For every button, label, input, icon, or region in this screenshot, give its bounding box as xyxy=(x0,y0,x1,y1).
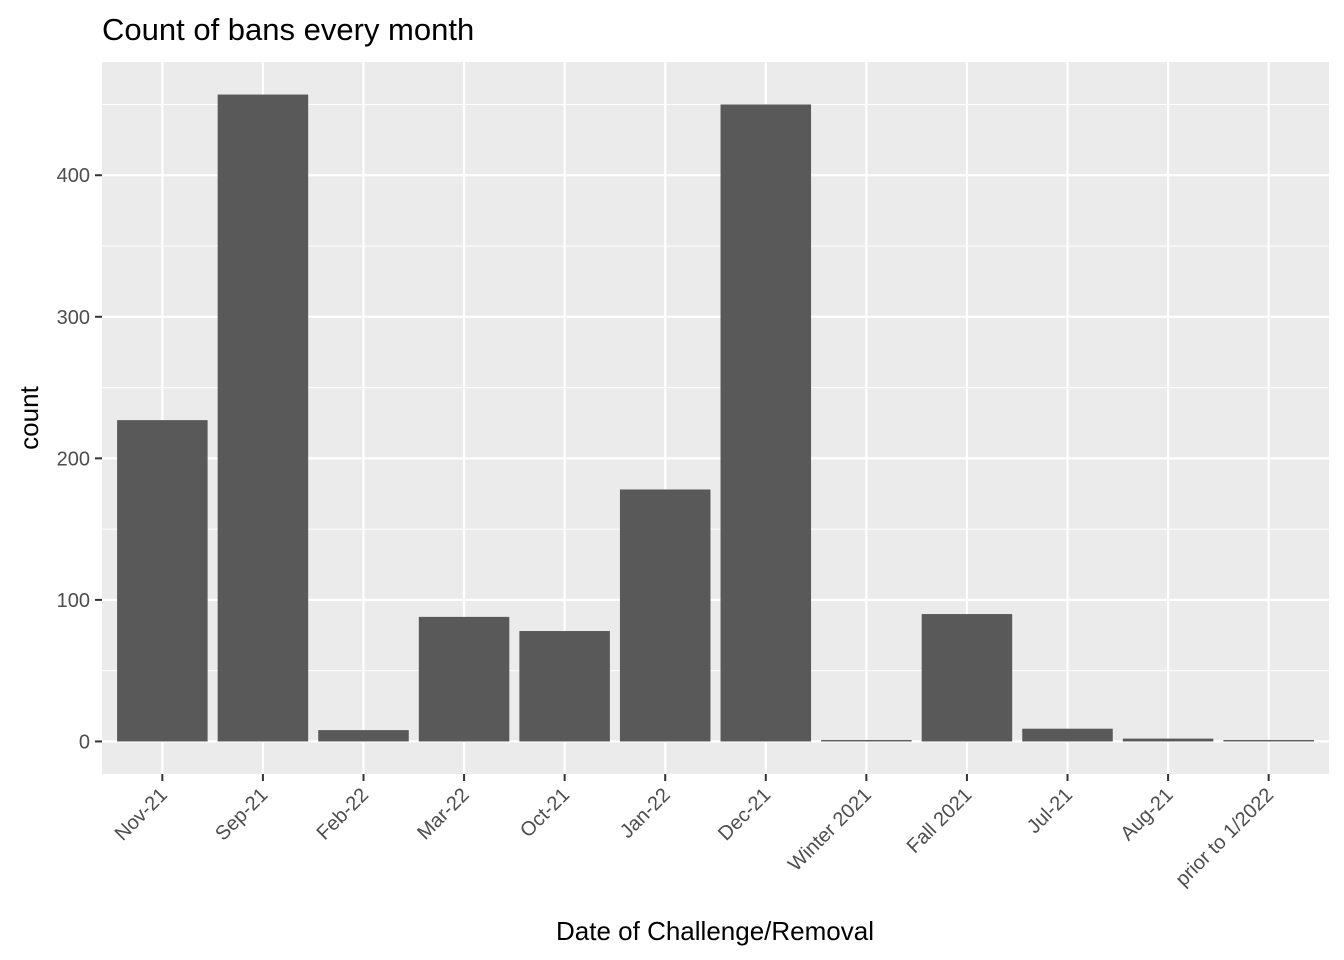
y-axis-title: count xyxy=(14,385,44,449)
y-tick-label: 100 xyxy=(57,590,90,612)
x-tick-label: Jan-22 xyxy=(616,784,675,843)
x-tick-label: Aug-21 xyxy=(1116,784,1177,845)
x-tick-label: Sep-21 xyxy=(211,784,272,845)
bar-fall-2021 xyxy=(921,614,1013,742)
bar-mar-22 xyxy=(418,616,510,742)
y-tick-label: 0 xyxy=(79,731,90,753)
y-tick-label: 300 xyxy=(57,307,90,329)
bar-jan-22 xyxy=(619,489,711,742)
bar-dec-21 xyxy=(720,104,812,742)
x-tick-label: Fall 2021 xyxy=(903,784,977,858)
x-axis-title: Date of Challenge/Removal xyxy=(556,916,874,946)
chart-title: Count of bans every month xyxy=(102,12,474,47)
x-tick-label: Winter 2021 xyxy=(784,784,876,876)
bar-sep-21 xyxy=(217,94,309,742)
x-tick-label: Feb-22 xyxy=(313,784,373,844)
x-axis: Nov-21 Sep-21 Feb-22 Mar-22 Oct-21 Jan-22 Dec-… xyxy=(111,774,1278,891)
bar-aug-21 xyxy=(1122,738,1214,742)
x-tick-label: prior to 1/2022 xyxy=(1171,784,1278,891)
bars xyxy=(117,94,1314,742)
y-tick-label: 200 xyxy=(57,448,90,470)
bar-feb-22 xyxy=(318,730,409,742)
x-tick-label: Mar-22 xyxy=(413,784,473,844)
bar-nov-21 xyxy=(117,420,208,742)
y-tick-label: 400 xyxy=(57,165,90,187)
x-tick-label: Dec-21 xyxy=(714,784,775,845)
x-tick-label: Nov-21 xyxy=(111,784,172,845)
bar-winter-2021 xyxy=(821,740,912,742)
x-tick-label: Jul-21 xyxy=(1023,784,1077,838)
x-tick-label: Oct-21 xyxy=(516,784,574,842)
bar-oct-21 xyxy=(519,631,610,742)
bar-jul-21 xyxy=(1022,728,1113,742)
bar-prior-to-1-2022 xyxy=(1223,740,1314,742)
y-axis: 0 100 200 300 400 xyxy=(57,165,102,753)
